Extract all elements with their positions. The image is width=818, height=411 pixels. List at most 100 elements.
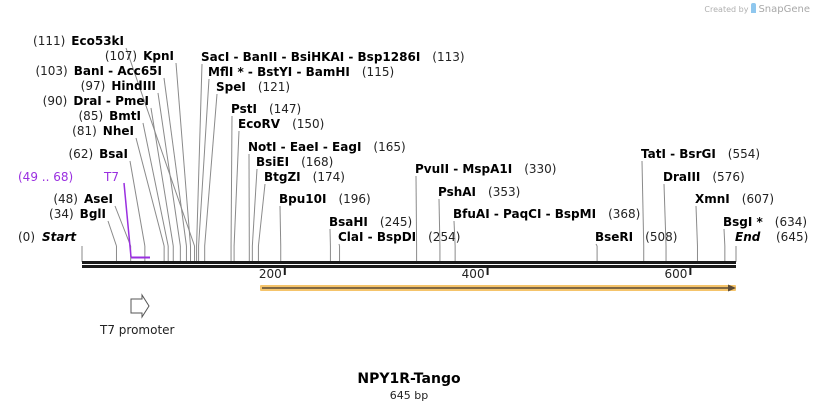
site-position: (147): [269, 102, 301, 116]
enzyme-name: XmnI: [695, 192, 730, 206]
cut-site[interactable]: BsaHI (245): [329, 215, 412, 261]
cut-site[interactable]: EcoRV (150): [233, 117, 324, 261]
enzyme-name: BtgZI: [264, 170, 301, 184]
site-position: (165): [373, 140, 405, 154]
site-position: (174): [313, 170, 345, 184]
tick-label: 200: [259, 267, 282, 281]
cut-site[interactable]: BtgZI (174): [257, 170, 345, 261]
enzyme-name: ClaI - BspDI: [338, 230, 416, 244]
enzyme-name: DraI - PmeI: [73, 94, 149, 108]
enzyme-name: TatI - BsrGI: [641, 147, 716, 161]
site-position: (111): [33, 34, 65, 48]
site-position: (85): [79, 109, 104, 123]
cut-site[interactable]: (81) NheI: [72, 124, 165, 261]
site-position: (103): [35, 64, 67, 78]
start-marker: (0) Start: [18, 230, 83, 262]
cut-site[interactable]: (97) HindIII: [81, 79, 181, 261]
enzyme-name: NheI: [103, 124, 134, 138]
cut-site[interactable]: (34) BglI: [49, 207, 117, 261]
enzyme-name: BsaI: [99, 147, 128, 161]
site-position: (97): [81, 79, 106, 93]
end-label: End: [735, 230, 761, 244]
plasmid-name: NPY1R-Tango: [357, 371, 461, 387]
cut-site[interactable]: (103) BanI - Acc65I: [35, 64, 187, 261]
enzyme-name: NotI - EaeI - EagI: [248, 140, 361, 154]
cut-site[interactable]: Bpu10I (196): [279, 192, 371, 261]
cut-site[interactable]: NotI - EaeI - EagI (165): [248, 140, 406, 261]
site-position: (115): [362, 65, 394, 79]
cut-site[interactable]: BfuAI - PaqCI - BspMI (368): [453, 207, 640, 261]
cut-site[interactable]: (111) Eco53kI: [33, 34, 196, 261]
site-position: (196): [338, 192, 370, 206]
cut-site[interactable]: BsgI * (634): [723, 215, 807, 261]
site-position: (62): [69, 147, 94, 161]
cut-site[interactable]: (85) BmtI: [79, 109, 169, 261]
orf-feature[interactable]: [260, 284, 736, 292]
enzyme-name: PvuII - MspA1I: [415, 162, 512, 176]
site-position: (634): [775, 215, 807, 229]
enzyme-name: PshAI: [438, 185, 476, 199]
end-marker: End (645): [735, 230, 808, 262]
enzyme-name: HindIII: [111, 79, 156, 93]
site-position: (150): [292, 117, 324, 131]
enzyme-name: BglI: [80, 207, 106, 221]
cut-site[interactable]: PstI (147): [230, 102, 301, 261]
cut-site[interactable]: TatI - BsrGI (554): [641, 147, 760, 261]
site-position: (81): [72, 124, 97, 138]
cut-site[interactable]: XmnI (607): [695, 192, 774, 261]
enzyme-name: EcoRV: [238, 117, 281, 131]
cut-site[interactable]: ClaI - BspDI (254): [338, 230, 460, 261]
enzyme-name: SacI - BanII - BsiHKAI - Bsp1286I: [201, 50, 420, 64]
primer-t7[interactable]: (49 .. 68) T7: [18, 170, 150, 259]
dna-backbone: [82, 261, 736, 268]
enzyme-name: BanI - Acc65I: [74, 64, 162, 78]
cut-site[interactable]: BseRI (508): [595, 230, 677, 261]
cut-site[interactable]: (48) AseI: [53, 192, 132, 261]
plasmid-length: 645 bp: [389, 389, 429, 402]
cut-site[interactable]: (90) DraI - PmeI: [43, 94, 174, 261]
site-position: (90): [43, 94, 68, 108]
enzyme-name: BsaHI: [329, 215, 368, 229]
site-position: (554): [728, 147, 760, 161]
enzyme-name: PstI: [231, 102, 257, 116]
site-position: (330): [524, 162, 556, 176]
cut-site[interactable]: MflI * - BstYI - BamHI (115): [198, 65, 395, 261]
cut-site[interactable]: DraIII (576): [663, 170, 745, 261]
site-position: (368): [608, 207, 640, 221]
end-position: (645): [776, 230, 808, 244]
primer-name: T7: [103, 170, 119, 184]
enzyme-name: BfuAI - PaqCI - BspMI: [453, 207, 596, 221]
start-label: Start: [42, 230, 77, 244]
cut-site[interactable]: SacI - BanII - BsiHKAI - Bsp1286I (113): [196, 50, 465, 261]
enzyme-name: DraIII: [663, 170, 700, 184]
snapgene-credit: Created by SnapGene: [704, 3, 810, 15]
tick-label: 600: [664, 267, 687, 281]
enzyme-name: BsiEI: [256, 155, 289, 169]
site-position: (34): [49, 207, 74, 221]
site-position: (353): [488, 185, 520, 199]
cut-site[interactable]: PvuII - MspA1I (330): [415, 162, 556, 261]
cut-site[interactable]: (62) BsaI: [69, 147, 146, 261]
t7-promoter-label: T7 promoter: [99, 323, 175, 337]
tick-label: 400: [462, 267, 485, 281]
enzyme-name: Bpu10I: [279, 192, 326, 206]
site-position: (107): [105, 49, 137, 63]
enzyme-name: SpeI: [216, 80, 246, 94]
site-position: (576): [712, 170, 744, 184]
enzyme-name: BsgI *: [723, 215, 764, 229]
cut-site[interactable]: BsiEI (168): [251, 155, 333, 261]
site-position: (168): [301, 155, 333, 169]
enzyme-name: KpnI: [143, 49, 174, 63]
enzyme-name: BmtI: [109, 109, 141, 123]
cut-site[interactable]: (107) KpnI: [105, 49, 191, 261]
t7-promoter-feature[interactable]: T7 promoter: [99, 293, 175, 337]
primer-range: (49 .. 68): [18, 170, 73, 184]
site-position: (48): [53, 192, 78, 206]
cut-site[interactable]: SpeI (121): [204, 80, 290, 261]
cut-site[interactable]: PshAI (353): [438, 185, 520, 261]
site-position: (607): [742, 192, 774, 206]
site-position: (245): [380, 215, 412, 229]
site-position: (113): [432, 50, 464, 64]
cut-site-lines: (111) Eco53kI(107) KpnI(103) BanI - Acc65I(…: [33, 34, 807, 261]
